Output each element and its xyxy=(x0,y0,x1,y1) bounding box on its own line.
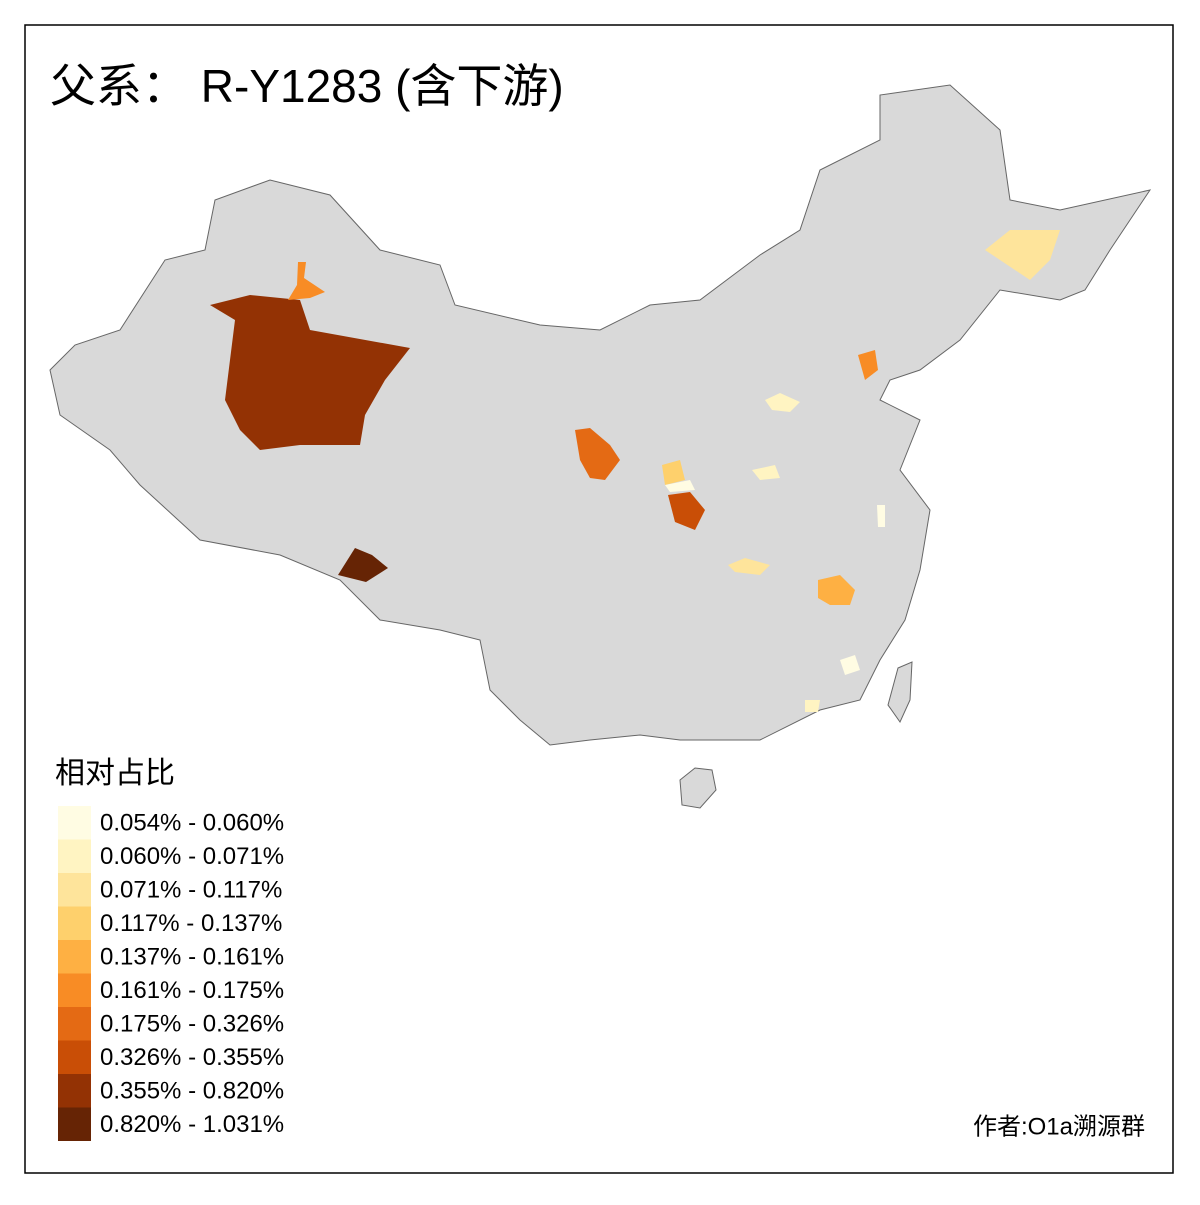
region xyxy=(818,575,855,605)
region xyxy=(575,428,620,480)
region xyxy=(665,480,695,492)
legend-label: 0.137% - 0.161% xyxy=(100,943,284,970)
region xyxy=(765,393,800,412)
legend-swatch xyxy=(58,940,91,974)
region xyxy=(985,230,1060,280)
legend-label: 0.117% - 0.137% xyxy=(100,910,282,937)
legend-swatch xyxy=(58,1074,91,1108)
legend-label: 0.161% - 0.175% xyxy=(100,977,284,1004)
region xyxy=(338,548,388,582)
region xyxy=(805,700,820,712)
region xyxy=(752,465,780,480)
region xyxy=(877,505,885,527)
country-outline xyxy=(49,84,1152,746)
title: 父系： R-Y1283 (含下游) xyxy=(50,60,564,112)
legend-label: 0.355% - 0.820% xyxy=(100,1077,284,1104)
region xyxy=(840,655,860,675)
regions xyxy=(210,230,1060,712)
legend-swatch xyxy=(58,1040,91,1074)
legend-swatch xyxy=(58,973,91,1007)
legend-swatch xyxy=(58,806,91,840)
region xyxy=(288,262,325,300)
region xyxy=(662,460,685,485)
region xyxy=(210,295,410,450)
legend-swatch xyxy=(58,1007,91,1041)
region xyxy=(728,558,770,575)
author-credit: 作者:O1a溯源群 xyxy=(973,1113,1145,1140)
legend-label: 0.060% - 0.071% xyxy=(100,843,284,870)
legend-label: 0.054% - 0.060% xyxy=(100,809,284,836)
region xyxy=(668,492,705,530)
legend-label: 0.071% - 0.117% xyxy=(100,876,282,903)
legend-label: 0.820% - 1.031% xyxy=(100,1111,284,1138)
island xyxy=(887,661,913,724)
legend-swatch xyxy=(58,1107,91,1141)
legend-label: 0.326% - 0.355% xyxy=(100,1044,284,1071)
island xyxy=(679,767,717,809)
legend-swatch xyxy=(58,906,91,940)
legend-swatch xyxy=(58,839,91,873)
legend-swatch xyxy=(58,873,91,907)
legend: 0.054% - 0.060% 0.060% - 0.071% 0.071% - 0… xyxy=(58,806,284,1141)
legend-title: 相对占比 xyxy=(55,757,175,790)
region xyxy=(858,350,878,380)
legend-label: 0.175% - 0.326% xyxy=(100,1010,284,1037)
